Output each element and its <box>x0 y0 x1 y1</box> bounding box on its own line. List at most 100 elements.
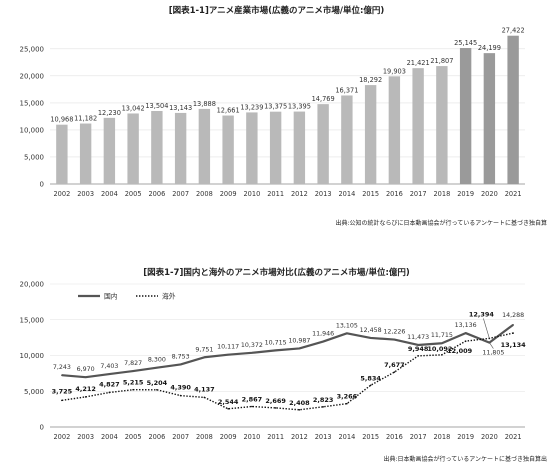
chart1-bar <box>79 123 92 184</box>
chart2-legend-overseas-label: 海外 <box>162 292 176 301</box>
chart2-source: 出典:日本動画協会が行っているアンケートに基づき独自算出 <box>383 456 547 463</box>
chart1-xtick-label: 2019 <box>457 190 474 198</box>
chart2-domestic-point <box>298 347 301 350</box>
chart1-xtick-label: 2002 <box>53 190 70 198</box>
chart2-overseas-point <box>61 399 63 402</box>
chart1-xtick-label: 2004 <box>101 190 118 198</box>
chart2-xtick-label: 2021 <box>505 433 522 441</box>
chart2-xtick-label: 2002 <box>53 433 70 441</box>
chart1-ytick-label: 0 <box>40 181 44 189</box>
chart1-ytick-label: 5,000 <box>24 153 44 161</box>
chart1-xtick-label: 2018 <box>433 190 450 198</box>
chart2-xtick-label: 2012 <box>291 433 308 441</box>
chart2-overseas-point <box>251 405 253 408</box>
chart2-series-domestic-line <box>61 323 514 379</box>
chart1-title: [図表1-1]アニメ産業市場(広義のアニメ市場/単位:億円) <box>168 6 385 16</box>
chart2-domestic-point <box>251 352 253 354</box>
chart2-domestic-label: 9,751 <box>195 346 213 353</box>
chart2-domestic-label: 10,987 <box>288 337 310 344</box>
chart1-value-label: 21,421 <box>407 59 430 67</box>
chart2-overseas-label: 13,134 <box>501 341 527 349</box>
chart2-domestic-label: 14,288 <box>502 312 524 319</box>
chart2-overseas-point <box>84 396 87 398</box>
chart2-xtick-label: 2018 <box>433 433 450 441</box>
chart2-overseas-label: 10,092 <box>427 345 452 353</box>
chart1-bar <box>56 124 68 184</box>
chart1-bar <box>317 104 329 184</box>
chart2-domestic-point <box>179 363 182 366</box>
chart2-panel: [図表1-7]国内と海外のアニメ市場対比(広義のアニメ市場/単位:億円) 0 5,… <box>0 232 553 469</box>
chart2-domestic-label: 7,827 <box>124 360 142 367</box>
chart1-bar <box>388 76 401 184</box>
chart1-ytick-label: 25,000 <box>20 45 45 53</box>
chart2-domestic-point <box>274 349 277 352</box>
chart1-value-label: 13,504 <box>145 102 168 110</box>
chart2-domestic-point <box>156 366 158 369</box>
chart2-overseas-label: 3,266 <box>337 393 358 401</box>
chart2-overseas-label: 4,212 <box>75 385 96 393</box>
chart2-xtick-label: 2007 <box>172 433 189 441</box>
chart2-domestic-label: 6,970 <box>77 366 95 373</box>
chart2-xtick-label: 2006 <box>148 433 165 441</box>
chart1-value-label: 13,395 <box>288 103 311 111</box>
chart1-xtick-label: 2006 <box>148 190 165 198</box>
chart2-xtick-label: 2003 <box>77 433 94 441</box>
chart2-overseas-label: 2,669 <box>265 397 286 405</box>
chart2-domestic-label: 10,715 <box>265 339 287 346</box>
chart2-line-chart: 0 5,000 10,000 15,000 20,000 2002 2003 2004 2005… <box>20 281 527 442</box>
chart2-xtick-label: 2019 <box>457 433 474 441</box>
chart2-overseas-point <box>298 408 301 411</box>
chart2-xtick-label: 2005 <box>125 433 142 441</box>
chart1-xtick-label: 2013 <box>315 190 332 198</box>
chart1-xtick-label: 2021 <box>505 190 522 198</box>
chart2-overseas-point <box>512 332 514 334</box>
chart1-bar <box>198 108 211 184</box>
chart2-overseas-label: 4,827 <box>99 380 120 388</box>
chart2-overseas-label: 5,215 <box>123 379 144 387</box>
chart1-bar <box>507 35 519 184</box>
chart1-xtick-label: 2017 <box>410 190 427 198</box>
chart2-xtick-label: 2011 <box>267 433 284 441</box>
chart2-domestic-label: 12,458 <box>360 327 382 334</box>
chart2-overseas-label: 2,823 <box>313 396 334 404</box>
chart1-xtick-label: 2016 <box>386 190 403 198</box>
chart2-xtick-label: 2014 <box>338 433 355 441</box>
chart2-overseas-point <box>274 407 277 409</box>
chart2-domestic-label: 11,946 <box>312 331 334 338</box>
chart1-xtick-label: 2009 <box>220 190 237 198</box>
chart2-overseas-label: 12,394 <box>469 310 495 318</box>
chart2-overseas-point <box>227 408 229 410</box>
chart2-overseas-label: 2,867 <box>242 396 263 404</box>
chart1-bar <box>269 111 282 184</box>
chart1-value-label: 14,769 <box>312 95 335 103</box>
chart2-domestic-point <box>322 340 324 343</box>
chart2-domestic-label: 13,136 <box>455 322 477 329</box>
chart1-xtick-label: 2008 <box>196 190 213 198</box>
chart1-bar <box>103 117 116 184</box>
chart2-overseas-label: 3,725 <box>52 387 73 395</box>
chart1-xtick-label: 2011 <box>267 190 284 198</box>
chart2-domestic-label: 13,105 <box>336 322 358 329</box>
chart1-bar <box>436 66 448 184</box>
chart1-value-label: 10,968 <box>50 116 73 124</box>
chart2-domestic-point <box>84 376 87 378</box>
chart1-bar <box>364 85 377 184</box>
chart2-leader-line <box>483 318 490 339</box>
chart1-value-label: 11,182 <box>74 115 97 123</box>
chart1-bar <box>127 113 139 184</box>
chart2-domestic-label: 10,117 <box>217 344 239 351</box>
chart2-ytick-label: 0 <box>40 424 44 432</box>
chart2-xtick-label: 2017 <box>410 433 427 441</box>
chart1-value-label: 24,199 <box>478 44 501 52</box>
chart1-bar <box>174 112 187 184</box>
chart1-xtick-label: 2012 <box>291 190 308 198</box>
chart2-legend-domestic-label: 国内 <box>104 292 118 301</box>
chart2-overseas-point <box>322 406 324 408</box>
chart2-overseas-label: 4,390 <box>170 384 191 392</box>
chart2-domestic-label: 12,226 <box>383 329 405 336</box>
chart2-domestic-point <box>512 324 514 326</box>
chart2-overseas-point <box>203 396 206 399</box>
chart2-overseas-label: 4,137 <box>194 385 215 393</box>
chart1-value-label: 13,143 <box>169 104 192 112</box>
chart2-domestic-point <box>464 332 467 334</box>
